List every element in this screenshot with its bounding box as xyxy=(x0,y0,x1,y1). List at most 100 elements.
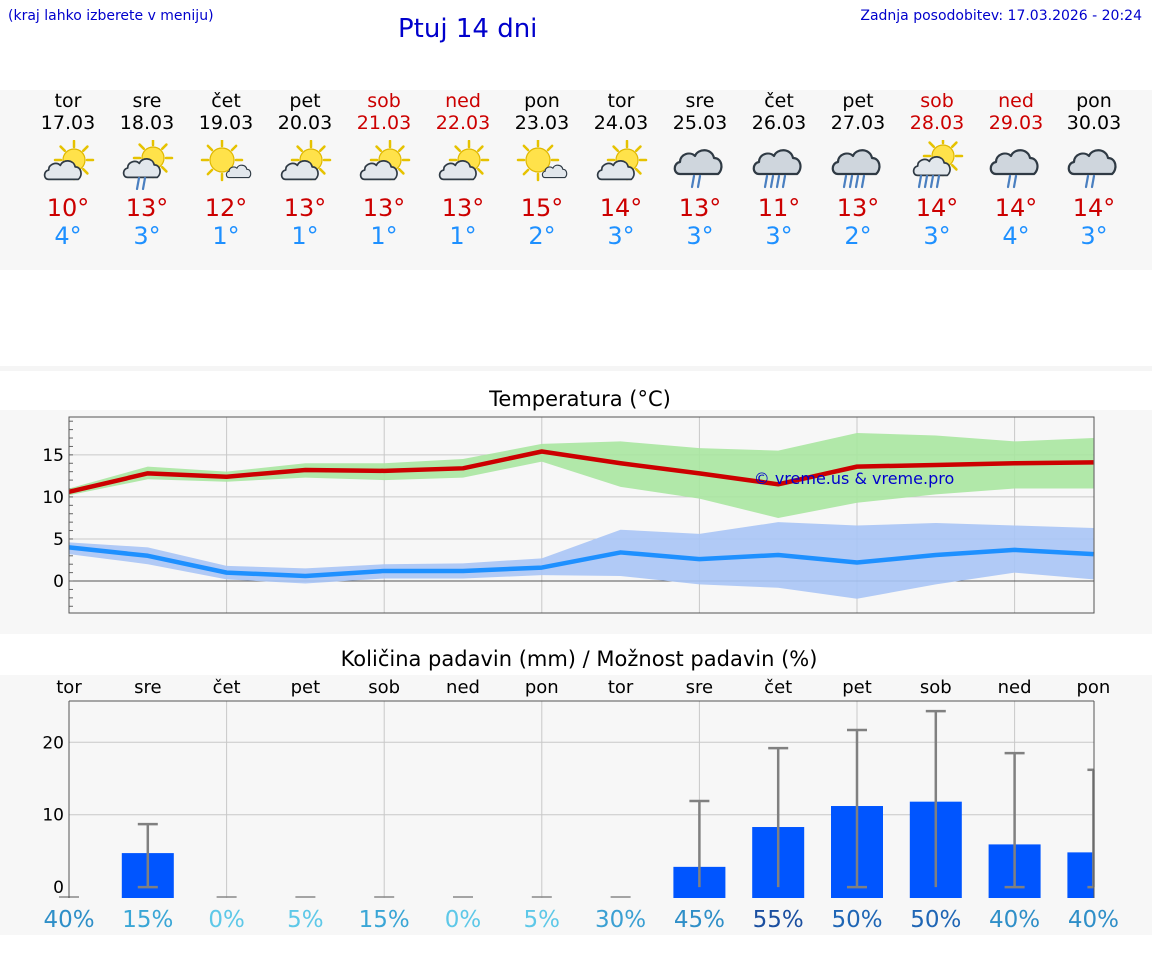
category-label: pet xyxy=(291,677,321,698)
cloud-rain-icon xyxy=(673,149,723,189)
day-column: čet 19.03 12° 1° xyxy=(186,90,266,250)
day-column: tor 17.03 10° 4° xyxy=(28,90,108,250)
category-label: sob xyxy=(920,677,952,698)
cloud-shape xyxy=(541,164,568,179)
rain-drop xyxy=(690,174,696,189)
sun-disc xyxy=(525,147,551,173)
rain-drop xyxy=(929,174,935,189)
last-updated: Zadnja posodobitev: 17.03.2026 - 20:24 xyxy=(860,8,1142,24)
day-date: 30.03 xyxy=(1066,112,1122,134)
cloud-body xyxy=(225,164,252,179)
temperature-chart-title: Temperatura (°C) xyxy=(489,387,671,411)
day-column: sob 28.03 14° 3° xyxy=(897,90,977,250)
min-temp: 3° xyxy=(765,222,793,250)
sun-ray xyxy=(160,165,168,173)
max-temp: 12° xyxy=(204,194,248,222)
max-temp: 10° xyxy=(46,194,90,222)
rain-drop xyxy=(1006,174,1012,189)
rain-drop xyxy=(935,174,941,189)
y-tick-label: 5 xyxy=(53,530,64,550)
min-temp: 4° xyxy=(1002,222,1030,250)
cloud-body xyxy=(912,156,951,177)
sun-small-cloud-icon xyxy=(516,140,568,182)
sun-cloud-rain-icon xyxy=(122,140,174,190)
location-hint: (kraj lahko izberete v meniju) xyxy=(8,8,214,24)
max-temp: 13° xyxy=(362,194,406,222)
day-date: 21.03 xyxy=(356,112,412,134)
cloud-rain-icon xyxy=(1067,149,1117,189)
cloud-shape xyxy=(596,160,635,181)
cloud-body xyxy=(989,149,1039,176)
cloud-body xyxy=(43,160,82,181)
max-temp: 13° xyxy=(836,194,880,222)
sun-cloud-icon xyxy=(43,140,95,181)
precip-chance-label: 5% xyxy=(524,907,561,933)
rain-drop xyxy=(923,174,929,189)
sun-ray xyxy=(318,167,326,175)
sun-ray xyxy=(928,141,936,149)
day-date: 28.03 xyxy=(909,112,965,134)
cloud-body xyxy=(831,149,881,176)
sun-cloud-icon xyxy=(280,140,332,181)
min-temp: 1° xyxy=(449,222,477,250)
sun-small-cloud-icon xyxy=(200,140,252,182)
category-label: pon xyxy=(1076,677,1110,698)
sun-ray xyxy=(59,145,67,153)
day-date: 18.03 xyxy=(119,112,175,134)
day-column: sre 18.03 13° 3° xyxy=(107,90,187,250)
cloud-body xyxy=(1067,149,1117,176)
sun-ray xyxy=(634,167,642,175)
precipitation-chart-title: Količina padavin (mm) / Možnost padavin … xyxy=(340,647,818,671)
precip-chance-label: 5% xyxy=(287,907,324,933)
precip-chance-label: 0% xyxy=(445,907,482,933)
category-label: ned xyxy=(998,677,1032,698)
day-date: 19.03 xyxy=(198,112,254,134)
category-label: čet xyxy=(213,677,241,698)
sun-cloud-heavy-rain-icon xyxy=(912,140,964,189)
rain-drop xyxy=(135,176,141,190)
rain-drop xyxy=(1090,174,1096,189)
cloud-shape xyxy=(225,164,252,179)
precip-chance-label: 40% xyxy=(43,907,94,933)
cloud-body xyxy=(280,160,319,181)
day-name: pet xyxy=(842,90,874,112)
y-tick-label: 10 xyxy=(42,806,64,826)
sun-ray xyxy=(397,145,405,153)
cloud-heavy-rain-icon xyxy=(831,149,881,189)
sun-ray xyxy=(612,145,620,153)
category-label: sob xyxy=(368,677,400,698)
sun-ray xyxy=(160,143,168,151)
category-label: pet xyxy=(842,677,872,698)
max-temp: 15° xyxy=(520,194,564,222)
cloud-shape xyxy=(1067,149,1117,176)
precip-chance-label: 15% xyxy=(122,907,173,933)
sun-ray xyxy=(318,145,326,153)
day-name: tor xyxy=(54,90,82,112)
day-column: ned 22.03 13° 1° xyxy=(423,90,503,250)
divider xyxy=(0,366,1152,371)
max-temp: 13° xyxy=(678,194,722,222)
rain-drop xyxy=(775,174,781,189)
day-name: pon xyxy=(1076,90,1112,112)
min-temp: 3° xyxy=(133,222,161,250)
rain-drop xyxy=(842,174,848,189)
day-date: 26.03 xyxy=(751,112,807,134)
day-column: sre 25.03 13° 3° xyxy=(660,90,740,250)
category-label: sre xyxy=(686,677,713,698)
day-name: čet xyxy=(211,90,241,112)
sun-small-cloud-icon xyxy=(200,140,252,182)
precip-chance-label: 15% xyxy=(359,907,410,933)
sun-cloud-heavy-rain-icon xyxy=(912,140,964,189)
day-date: 17.03 xyxy=(40,112,96,134)
sun-ray xyxy=(397,167,405,175)
sun-ray xyxy=(81,167,89,175)
day-column: pet 27.03 13° 2° xyxy=(818,90,898,250)
day-column: tor 24.03 14° 3° xyxy=(581,90,661,250)
min-temp: 2° xyxy=(844,222,872,250)
min-temp: 3° xyxy=(923,222,951,250)
cloud-shape xyxy=(673,149,723,176)
precip-chance-label: 30% xyxy=(595,907,646,933)
max-temp: 14° xyxy=(915,194,959,222)
precip-chance-label: 50% xyxy=(831,907,882,933)
rain-drop xyxy=(769,174,775,189)
